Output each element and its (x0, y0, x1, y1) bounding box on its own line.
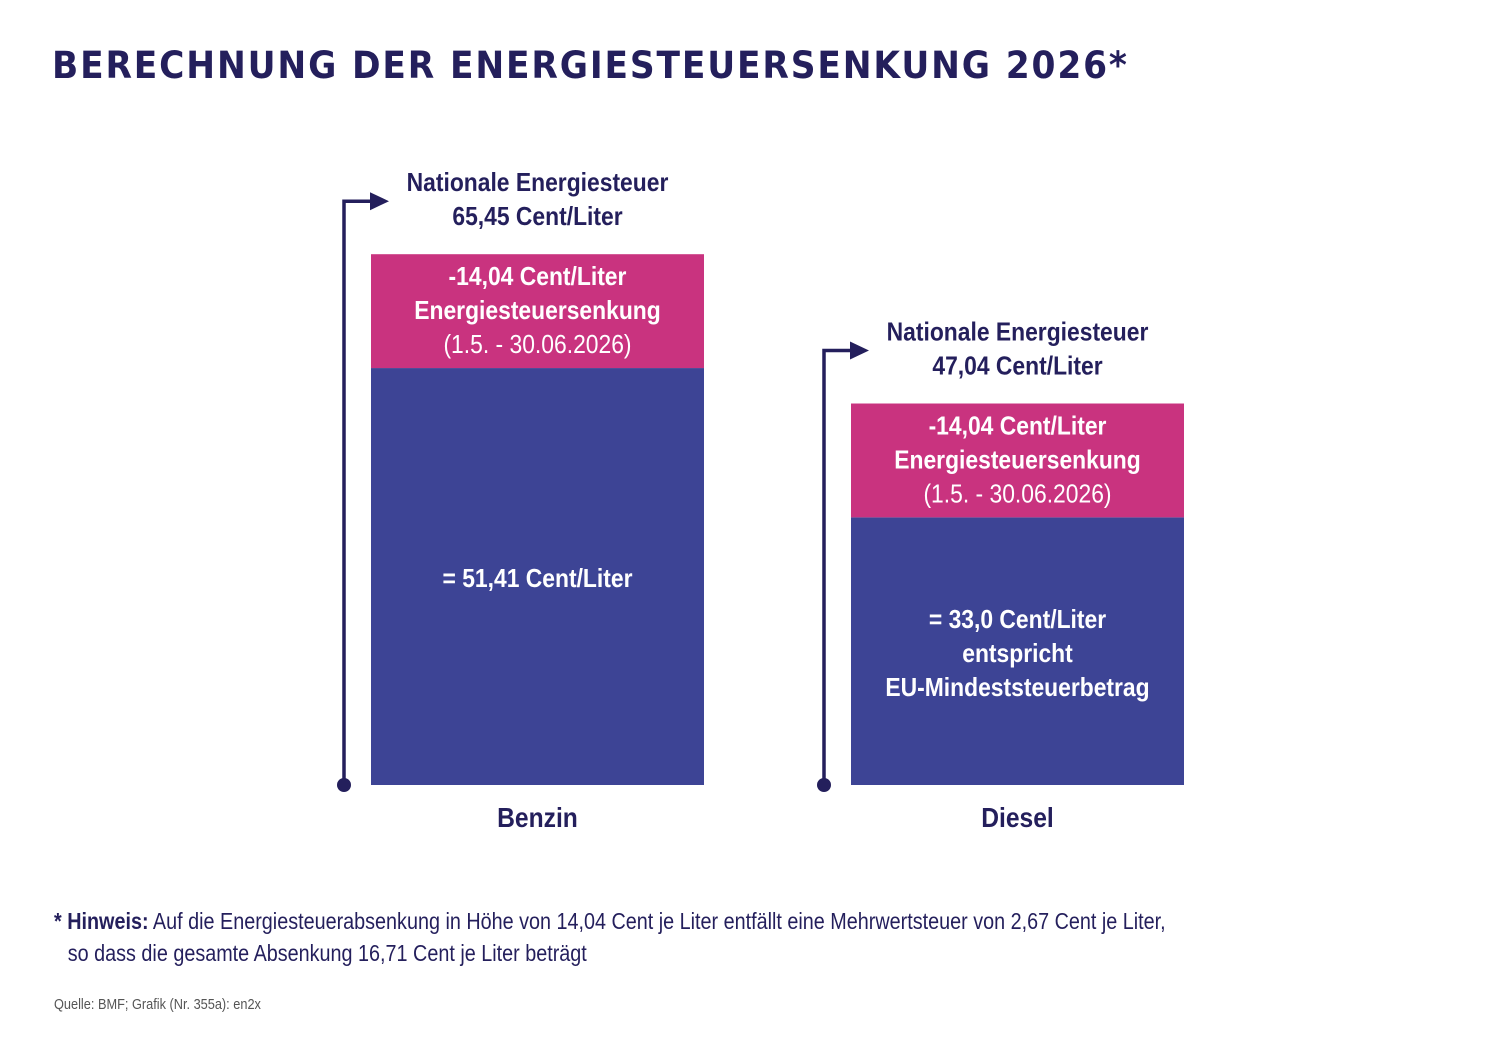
total-label-diesel: Nationale Energiesteuer (887, 318, 1149, 347)
bracket-line-diesel (822, 348, 852, 785)
total-value-diesel: 47,04 Cent/Liter (932, 352, 1103, 381)
bar-remaining-benzin (371, 368, 704, 785)
footnote-line2: so dass die gesamte Absenkung 16,71 Cent… (67, 940, 587, 966)
bar-reduction-diesel (851, 403, 1184, 518)
reduction-label-diesel: Energiesteuersenkung (894, 446, 1140, 475)
arrow-head-icon (850, 341, 869, 360)
bracket-dot-icon (817, 778, 831, 792)
reduction-period-benzin: (1.5. - 30.06.2026) (443, 331, 631, 360)
reduction-value-diesel: -14,04 Cent/Liter (929, 412, 1107, 441)
reduction-label-benzin: Energiesteuersenkung (414, 297, 660, 326)
total-label-benzin: Nationale Energiesteuer (407, 169, 669, 198)
footnote-marker: * (54, 908, 62, 934)
reduction-value-benzin: -14,04 Cent/Liter (449, 263, 627, 292)
reduction-period-diesel: (1.5. - 30.06.2026) (923, 480, 1111, 509)
bracket-line-benzin (342, 199, 372, 785)
bar-remaining-diesel (851, 517, 1184, 785)
footnote-line1: Auf die Energiesteuerabsenkung in Höhe v… (148, 908, 1166, 934)
category-label-benzin: Benzin (497, 802, 578, 834)
footnote: * Hinweis: Auf die Energiesteuerabsenkun… (54, 905, 1166, 969)
bar-reduction-benzin (371, 254, 704, 369)
remaining-label-diesel: EU-Mindeststeuerbetrag (885, 674, 1149, 703)
remaining-label-benzin: = 51,41 Cent/Liter (443, 565, 633, 594)
chart-title: BERECHNUNG DER ENERGIESTEUERSENKUNG 2026… (52, 44, 1129, 87)
bracket-dot-icon (337, 778, 351, 792)
source-note: Quelle: BMF; Grafik (Nr. 355a): en2x (54, 996, 261, 1013)
total-value-benzin: 65,45 Cent/Liter (452, 203, 623, 232)
arrow-head-icon (370, 192, 389, 211)
remaining-label-diesel: entspricht (962, 640, 1073, 669)
category-label-diesel: Diesel (981, 802, 1054, 834)
remaining-label-diesel: = 33,0 Cent/Liter (929, 606, 1107, 635)
footnote-label: Hinweis: (67, 908, 149, 934)
